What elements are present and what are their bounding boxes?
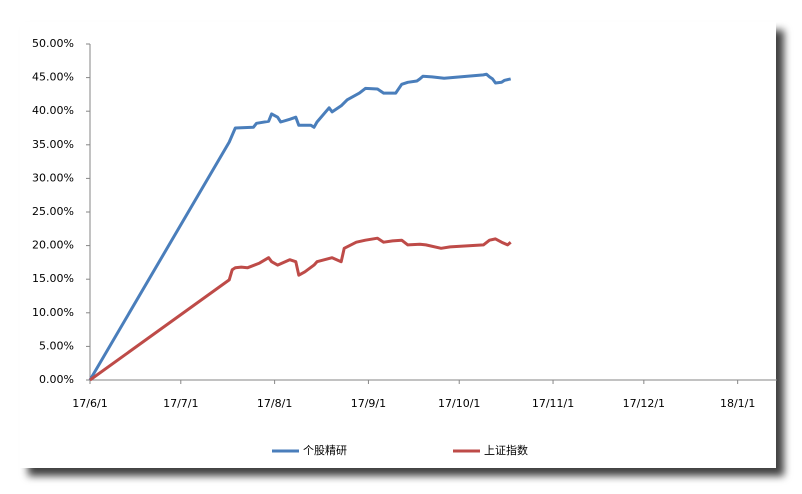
legend-label: 上证指数 xyxy=(484,443,528,457)
y-tick-label: 40.00% xyxy=(32,104,74,117)
x-tick-label: 17/6/1 xyxy=(72,397,107,410)
y-tick-label: 15.00% xyxy=(32,272,74,285)
chart-card xyxy=(20,22,776,468)
y-tick-label: 5.00% xyxy=(39,339,74,352)
series-line xyxy=(88,72,512,381)
y-tick-label: 50.00% xyxy=(32,37,74,50)
series-line xyxy=(89,236,512,382)
legend-label: 个股精研 xyxy=(303,444,347,457)
x-tick-label: 17/12/1 xyxy=(623,397,665,410)
y-tick-label: 45.00% xyxy=(32,71,74,84)
y-tick-label: 30.00% xyxy=(32,171,74,184)
x-tick-label: 17/7/1 xyxy=(163,397,198,410)
x-tick-label: 17/8/1 xyxy=(257,397,292,410)
y-tick-label: 25.00% xyxy=(32,205,74,218)
x-tick-label: 17/10/1 xyxy=(438,397,480,410)
y-tick-label: 10.00% xyxy=(32,306,74,319)
x-tick-label: 17/9/1 xyxy=(351,397,386,410)
y-tick-label: 35.00% xyxy=(32,138,74,151)
y-tick-label: 20.00% xyxy=(32,239,74,252)
y-tick-label: 0.00% xyxy=(39,373,74,386)
x-tick-label: 17/11/1 xyxy=(532,397,574,410)
x-tick-label: 18/1/1 xyxy=(720,397,755,410)
